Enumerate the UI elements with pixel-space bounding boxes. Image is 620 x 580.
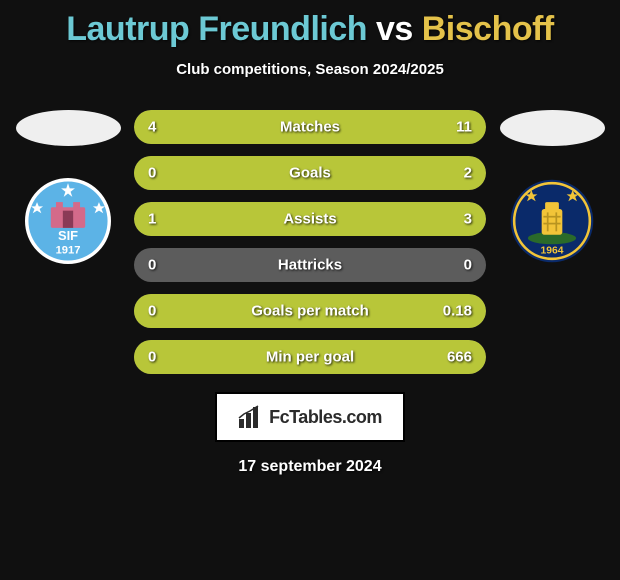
stat-value-left: 0 — [148, 349, 156, 366]
stat-value-right: 666 — [447, 349, 472, 366]
stat-bar: 0 Min per goal 666 — [134, 340, 486, 374]
comparison-body: SIF 1917 4 Matches 11 0 Goals 2 1 Assists 3 0 Hatt… — [0, 110, 620, 374]
footer-logo-icon — [238, 405, 264, 429]
stat-bar: 1 Assists 3 — [134, 202, 486, 236]
stat-value-left: 1 — [148, 211, 156, 228]
stat-label: Assists — [283, 211, 336, 228]
club-right-badge: 1964 — [509, 178, 595, 264]
svg-text:1964: 1964 — [541, 246, 564, 257]
stat-fill-right — [222, 202, 486, 236]
stat-bar: 4 Matches 11 — [134, 110, 486, 144]
stat-label: Goals per match — [251, 303, 369, 320]
stat-value-left: 0 — [148, 257, 156, 274]
player-left-column: SIF 1917 — [8, 110, 128, 264]
footer-logo-text: FcTables.com — [269, 407, 382, 428]
player-right-column: 1964 — [492, 110, 612, 264]
stat-value-left: 4 — [148, 119, 156, 136]
subtitle: Club competitions, Season 2024/2025 — [0, 61, 620, 78]
stat-value-right: 0 — [464, 257, 472, 274]
stat-value-left: 0 — [148, 303, 156, 320]
stat-value-right: 11 — [456, 119, 472, 136]
comparison-title: Lautrup Freundlich vs Bischoff — [0, 0, 620, 49]
stat-bar: 0 Goals 2 — [134, 156, 486, 190]
footer-logo: FcTables.com — [215, 392, 405, 442]
stats-container: 4 Matches 11 0 Goals 2 1 Assists 3 0 Hattricks 0 0 Go… — [128, 110, 492, 374]
svg-text:1917: 1917 — [56, 245, 81, 257]
stat-bar: 0 Goals per match 0.18 — [134, 294, 486, 328]
stat-bar: 0 Hattricks 0 — [134, 248, 486, 282]
stat-value-right: 2 — [464, 165, 472, 182]
player-right-silhouette — [500, 110, 605, 146]
stat-value-left: 0 — [148, 165, 156, 182]
stat-label: Min per goal — [266, 349, 354, 366]
stat-label: Hattricks — [278, 257, 342, 274]
title-player1: Lautrup Freundlich — [66, 10, 367, 48]
footer-date: 17 september 2024 — [0, 458, 620, 476]
title-player2: Bischoff — [422, 10, 554, 48]
stat-value-right: 3 — [464, 211, 472, 228]
stat-label: Goals — [289, 165, 331, 182]
stat-label: Matches — [280, 119, 340, 136]
title-vs: vs — [367, 10, 422, 48]
stat-fill-right — [229, 110, 486, 144]
club-left-badge: SIF 1917 — [25, 178, 111, 264]
player-left-silhouette — [16, 110, 121, 146]
stat-value-right: 0.18 — [443, 303, 472, 320]
svg-text:SIF: SIF — [58, 228, 78, 243]
